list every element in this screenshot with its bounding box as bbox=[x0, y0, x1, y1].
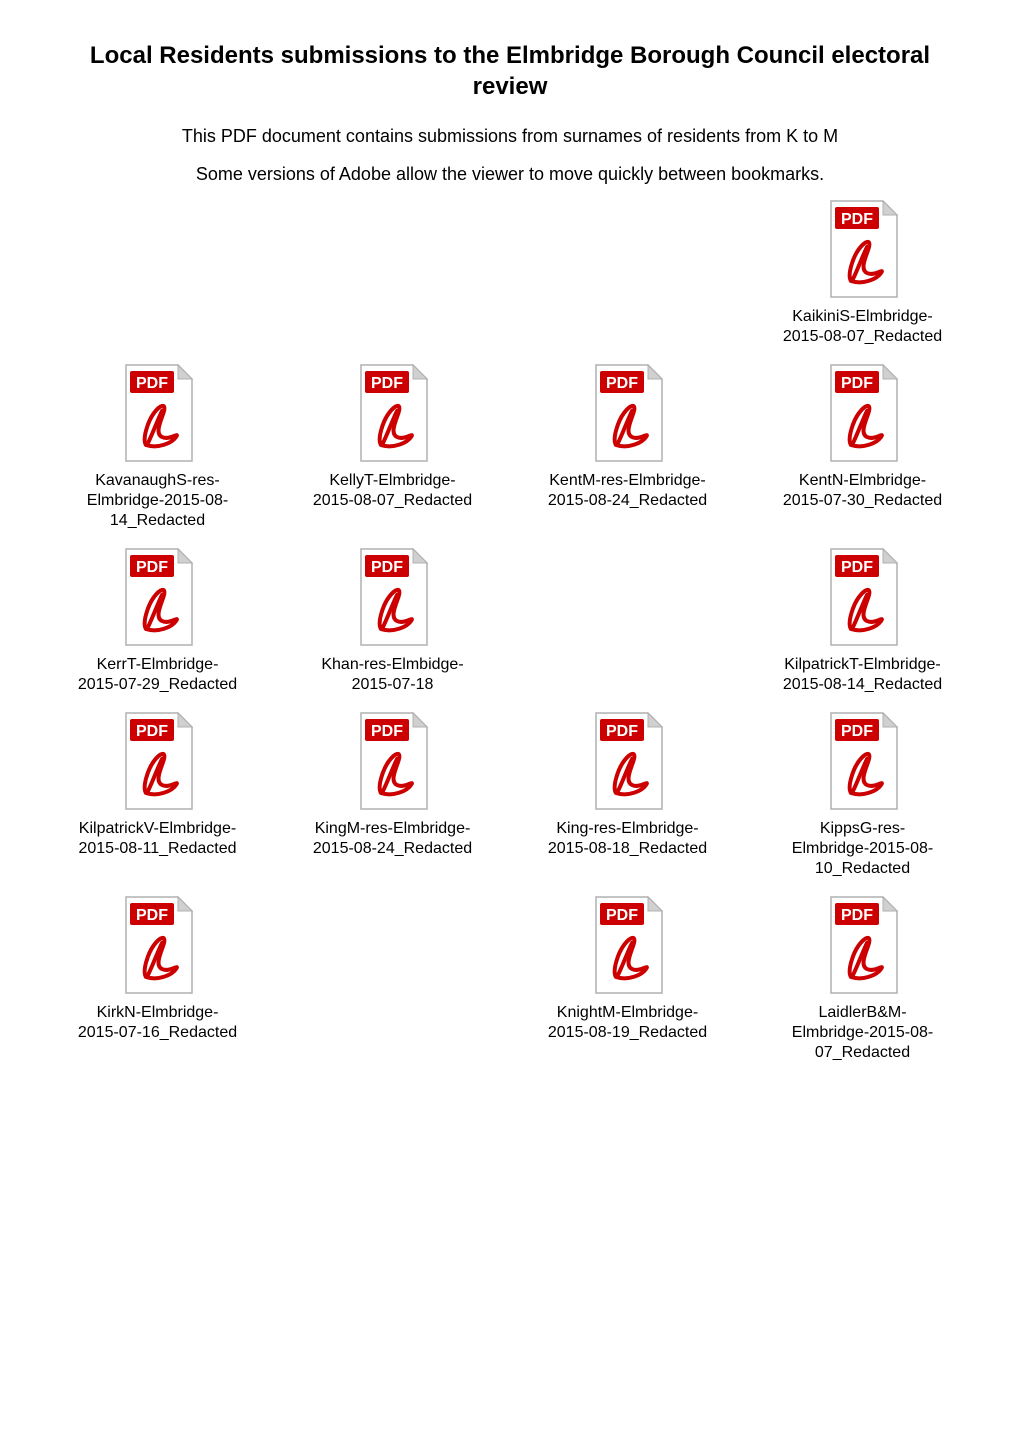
svg-text:PDF: PDF bbox=[136, 723, 168, 740]
pdf-icon: PDF bbox=[823, 895, 903, 995]
svg-text:PDF: PDF bbox=[841, 907, 873, 924]
file-label: KentN-Elmbridge-2015-07-30_Redacted bbox=[783, 471, 943, 511]
file-item[interactable]: PDF Khan-res-Elmbidge-2015-07-18 bbox=[295, 543, 490, 699]
svg-text:PDF: PDF bbox=[841, 375, 873, 392]
svg-text:PDF: PDF bbox=[841, 211, 873, 228]
svg-text:PDF: PDF bbox=[371, 559, 403, 576]
svg-text:PDF: PDF bbox=[606, 375, 638, 392]
pdf-icon: PDF bbox=[823, 547, 903, 647]
svg-text:PDF: PDF bbox=[606, 723, 638, 740]
file-item[interactable]: PDF KaikiniS-Elmbridge-2015-08-07_Redact… bbox=[765, 195, 960, 351]
file-item[interactable]: PDF KnightM-Elmbridge-2015-08-19_Redacte… bbox=[530, 891, 725, 1067]
file-item[interactable]: PDF KilpatrickT-Elmbridge-2015-08-14_Red… bbox=[765, 543, 960, 699]
page-note: Some versions of Adobe allow the viewer … bbox=[60, 163, 960, 186]
file-label: KirkN-Elmbridge-2015-07-16_Redacted bbox=[78, 1003, 238, 1043]
pdf-icon: PDF bbox=[823, 363, 903, 463]
file-item[interactable]: PDF KentM-res-Elmbridge-2015-08-24_Redac… bbox=[530, 359, 725, 535]
pdf-icon: PDF bbox=[588, 895, 668, 995]
pdf-icon: PDF bbox=[118, 711, 198, 811]
svg-text:PDF: PDF bbox=[136, 375, 168, 392]
file-item[interactable]: PDF KavanaughS-res-Elmbridge-2015-08-14_… bbox=[60, 359, 255, 535]
file-label: KilpatrickV-Elmbridge-2015-08-11_Redacte… bbox=[78, 819, 238, 859]
page-subtitle: This PDF document contains submissions f… bbox=[60, 126, 960, 147]
file-label: KingM-res-Elmbridge-2015-08-24_Redacted bbox=[313, 819, 473, 859]
file-item[interactable]: PDF KingM-res-Elmbridge-2015-08-24_Redac… bbox=[295, 707, 490, 883]
file-item[interactable]: PDF KilpatrickV-Elmbridge-2015-08-11_Red… bbox=[60, 707, 255, 883]
files-grid: PDF KaikiniS-Elmbridge-2015-08-07_Redact… bbox=[60, 195, 960, 1067]
svg-text:PDF: PDF bbox=[136, 559, 168, 576]
file-label: KerrT-Elmbridge-2015-07-29_Redacted bbox=[78, 655, 238, 695]
file-item[interactable]: PDF LaidlerB&M-Elmbridge-2015-08-07_Reda… bbox=[765, 891, 960, 1067]
file-item[interactable]: PDF KirkN-Elmbridge-2015-07-16_Redacted bbox=[60, 891, 255, 1067]
file-item[interactable]: PDF KentN-Elmbridge-2015-07-30_Redacted bbox=[765, 359, 960, 535]
svg-text:PDF: PDF bbox=[606, 907, 638, 924]
svg-text:PDF: PDF bbox=[371, 723, 403, 740]
pdf-icon: PDF bbox=[118, 363, 198, 463]
file-item[interactable]: PDF KellyT-Elmbridge-2015-08-07_Redacted bbox=[295, 359, 490, 535]
file-label: LaidlerB&M-Elmbridge-2015-08-07_Redacted bbox=[783, 1003, 943, 1063]
file-label: KilpatrickT-Elmbridge-2015-08-14_Redacte… bbox=[783, 655, 943, 695]
page-title: Local Residents submissions to the Elmbr… bbox=[60, 40, 960, 102]
file-label: KellyT-Elmbridge-2015-08-07_Redacted bbox=[313, 471, 473, 511]
svg-text:PDF: PDF bbox=[841, 559, 873, 576]
pdf-icon: PDF bbox=[588, 711, 668, 811]
file-item[interactable]: PDF KerrT-Elmbridge-2015-07-29_Redacted bbox=[60, 543, 255, 699]
file-item[interactable]: PDF KippsG-res-Elmbridge-2015-08-10_Reda… bbox=[765, 707, 960, 883]
file-label: KippsG-res-Elmbridge-2015-08-10_Redacted bbox=[783, 819, 943, 879]
pdf-icon: PDF bbox=[353, 711, 433, 811]
svg-text:PDF: PDF bbox=[136, 907, 168, 924]
file-label: KavanaughS-res-Elmbridge-2015-08-14_Reda… bbox=[78, 471, 238, 531]
pdf-icon: PDF bbox=[823, 199, 903, 299]
file-label: KentM-res-Elmbridge-2015-08-24_Redacted bbox=[548, 471, 708, 511]
svg-text:PDF: PDF bbox=[371, 375, 403, 392]
file-item[interactable]: PDF King-res-Elmbridge-2015-08-18_Redact… bbox=[530, 707, 725, 883]
file-label: King-res-Elmbridge-2015-08-18_Redacted bbox=[548, 819, 708, 859]
pdf-icon: PDF bbox=[588, 363, 668, 463]
pdf-icon: PDF bbox=[353, 363, 433, 463]
file-label: KnightM-Elmbridge-2015-08-19_Redacted bbox=[548, 1003, 708, 1043]
pdf-icon: PDF bbox=[823, 711, 903, 811]
file-label: KaikiniS-Elmbridge-2015-08-07_Redacted bbox=[783, 307, 943, 347]
pdf-icon: PDF bbox=[118, 895, 198, 995]
pdf-icon: PDF bbox=[118, 547, 198, 647]
svg-text:PDF: PDF bbox=[841, 723, 873, 740]
pdf-icon: PDF bbox=[353, 547, 433, 647]
file-label: Khan-res-Elmbidge-2015-07-18 bbox=[313, 655, 473, 695]
